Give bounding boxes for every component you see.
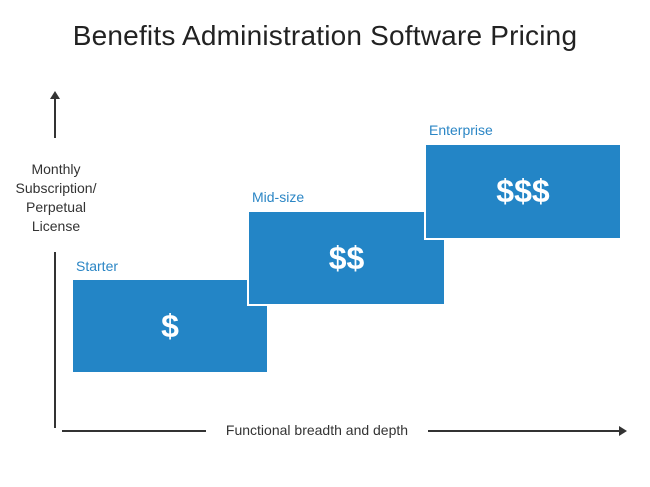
y-axis-line-bottom bbox=[54, 252, 56, 428]
y-axis-label: Monthly Subscription/ Perpetual License bbox=[0, 160, 112, 236]
y-axis-label-line: Monthly bbox=[31, 161, 81, 177]
y-axis-label-line: Perpetual bbox=[26, 199, 86, 215]
price-symbol: $$$ bbox=[496, 173, 550, 209]
tier-box-enterprise: $$$ bbox=[424, 143, 622, 240]
tier-label-enterprise: Enterprise bbox=[429, 122, 493, 138]
x-axis-line-right bbox=[428, 430, 620, 432]
x-axis-arrow-icon bbox=[619, 426, 627, 436]
y-axis-arrow-icon bbox=[50, 91, 60, 99]
tier-box-starter: $ bbox=[71, 278, 269, 374]
tier-label-mid-size: Mid-size bbox=[252, 189, 305, 205]
x-axis-label: Functional breadth and depth bbox=[225, 422, 409, 438]
tier-label-starter: Starter bbox=[76, 258, 119, 274]
tier-box-mid-size: $$ bbox=[247, 210, 446, 306]
price-symbol: $$ bbox=[328, 239, 365, 276]
y-axis-label-line: Subscription/ bbox=[15, 180, 97, 196]
price-symbol: $ bbox=[161, 307, 179, 344]
y-axis-line-top bbox=[54, 97, 56, 138]
diagram-title: Benefits Administration Software Pricing bbox=[72, 20, 578, 51]
x-axis-line-left bbox=[62, 430, 206, 432]
y-axis-label-line: License bbox=[31, 218, 81, 234]
